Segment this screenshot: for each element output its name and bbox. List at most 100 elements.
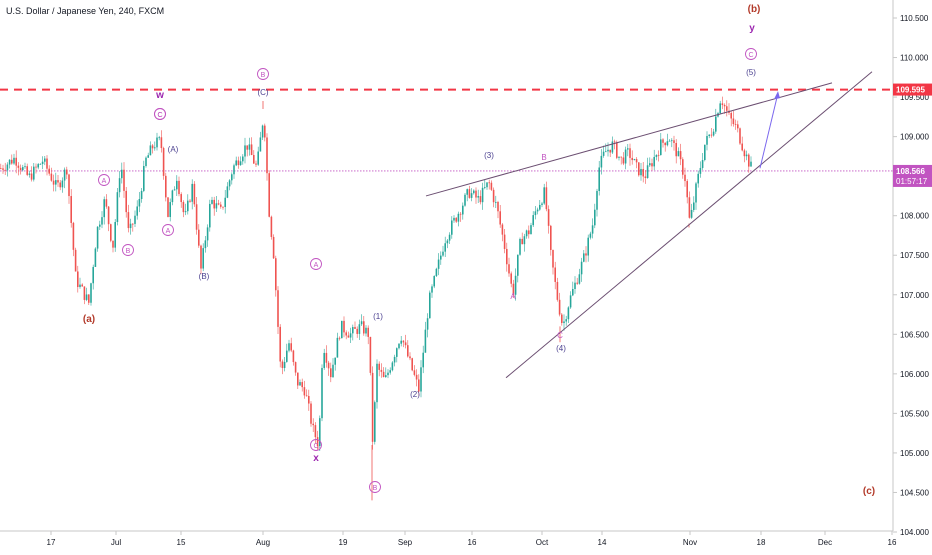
candle-body bbox=[411, 358, 413, 371]
candle-body bbox=[704, 144, 706, 161]
candle-body bbox=[198, 229, 200, 246]
wave-label: A bbox=[102, 178, 107, 185]
candle-body bbox=[484, 187, 486, 189]
candle-body bbox=[30, 173, 33, 180]
candle-body bbox=[151, 145, 154, 149]
candle-body bbox=[402, 340, 405, 343]
candle-body bbox=[468, 189, 471, 198]
candle-body bbox=[732, 118, 735, 125]
candle-body bbox=[349, 333, 352, 338]
candle-body bbox=[279, 326, 281, 362]
candle-body bbox=[490, 182, 493, 190]
candle-body bbox=[301, 382, 303, 388]
candle-body bbox=[13, 157, 15, 164]
candle-body bbox=[492, 189, 495, 203]
candle-body bbox=[39, 163, 42, 165]
candle-body bbox=[422, 352, 424, 368]
candle-body bbox=[618, 156, 620, 158]
candle-body bbox=[248, 144, 251, 150]
candle-body bbox=[686, 181, 688, 198]
candle-body bbox=[303, 387, 306, 396]
candle-body bbox=[147, 155, 149, 158]
candle-body bbox=[371, 372, 374, 442]
candle-body bbox=[358, 324, 361, 334]
candle-body bbox=[17, 165, 20, 168]
candle-body bbox=[15, 157, 17, 166]
wave-label: (1) bbox=[373, 312, 383, 321]
wave-circle bbox=[310, 439, 322, 451]
candle-body bbox=[26, 166, 28, 175]
candle-body bbox=[81, 284, 83, 287]
candle-body bbox=[543, 187, 545, 204]
candle-body bbox=[68, 174, 70, 197]
candle-body bbox=[83, 286, 86, 300]
candle-body bbox=[646, 165, 649, 178]
candle-body bbox=[587, 237, 589, 256]
wave-label: (5) bbox=[746, 68, 756, 77]
wave-circle bbox=[745, 48, 757, 60]
candle-body bbox=[602, 151, 605, 156]
candle-body bbox=[365, 327, 367, 334]
candle-body bbox=[748, 154, 750, 167]
wave-label: w bbox=[155, 90, 164, 101]
wave-label: A bbox=[510, 292, 516, 301]
candle-body bbox=[88, 294, 90, 303]
candle-body bbox=[501, 224, 504, 235]
candle-body bbox=[598, 167, 600, 191]
candle-body bbox=[347, 335, 350, 338]
candle-body bbox=[594, 209, 596, 226]
y-tick-label: 106.000 bbox=[900, 370, 929, 379]
candle-body bbox=[44, 158, 46, 162]
candle-body bbox=[376, 363, 378, 403]
y-tick-label: 109.500 bbox=[900, 93, 929, 102]
candle-body bbox=[22, 167, 24, 171]
candle-body bbox=[330, 368, 332, 378]
candle-body bbox=[719, 103, 721, 114]
candle-body bbox=[118, 178, 121, 193]
candle-body bbox=[580, 261, 583, 275]
candle-body bbox=[92, 266, 94, 284]
candle-body bbox=[255, 163, 257, 165]
candle-body bbox=[325, 352, 328, 363]
candle-body bbox=[541, 203, 543, 205]
candle-body bbox=[356, 328, 358, 334]
x-tick-label: 15 bbox=[177, 538, 186, 547]
wave-label: y bbox=[749, 23, 755, 34]
triangle-lower-line bbox=[505, 71, 873, 379]
candle-body bbox=[129, 223, 132, 229]
candle-body bbox=[466, 189, 468, 195]
candle-body bbox=[391, 362, 394, 371]
y-tick-label: 104.500 bbox=[900, 488, 929, 497]
candle-body bbox=[519, 238, 521, 255]
candle-body bbox=[743, 150, 746, 157]
candle-body bbox=[112, 240, 114, 248]
candle-body bbox=[281, 361, 284, 368]
candle-body bbox=[536, 209, 539, 212]
candle-body bbox=[288, 343, 290, 351]
y-tick-label: 107.500 bbox=[900, 251, 929, 260]
resistance-price-tag: 109.595 bbox=[893, 83, 932, 96]
triangle-upper-line bbox=[425, 82, 833, 197]
candle-body bbox=[6, 164, 9, 171]
candle-body bbox=[525, 230, 528, 237]
candle-body bbox=[442, 251, 444, 256]
candle-body bbox=[424, 329, 427, 353]
candle-body bbox=[327, 362, 330, 369]
candle-body bbox=[611, 141, 614, 153]
candle-body bbox=[730, 112, 732, 119]
candle-body bbox=[418, 379, 420, 392]
candle-body bbox=[481, 187, 484, 203]
candle-body bbox=[66, 169, 68, 175]
candle-body bbox=[85, 294, 88, 300]
candle-body bbox=[143, 165, 145, 191]
candle-body bbox=[569, 295, 572, 308]
candle-body bbox=[297, 372, 299, 386]
candle-body bbox=[506, 248, 508, 265]
wave-label: B bbox=[261, 72, 266, 79]
wave-label: (A) bbox=[168, 145, 179, 154]
candle-body bbox=[28, 173, 31, 175]
candle-body bbox=[387, 372, 389, 376]
candle-body bbox=[59, 182, 61, 188]
candle-body bbox=[250, 144, 253, 156]
